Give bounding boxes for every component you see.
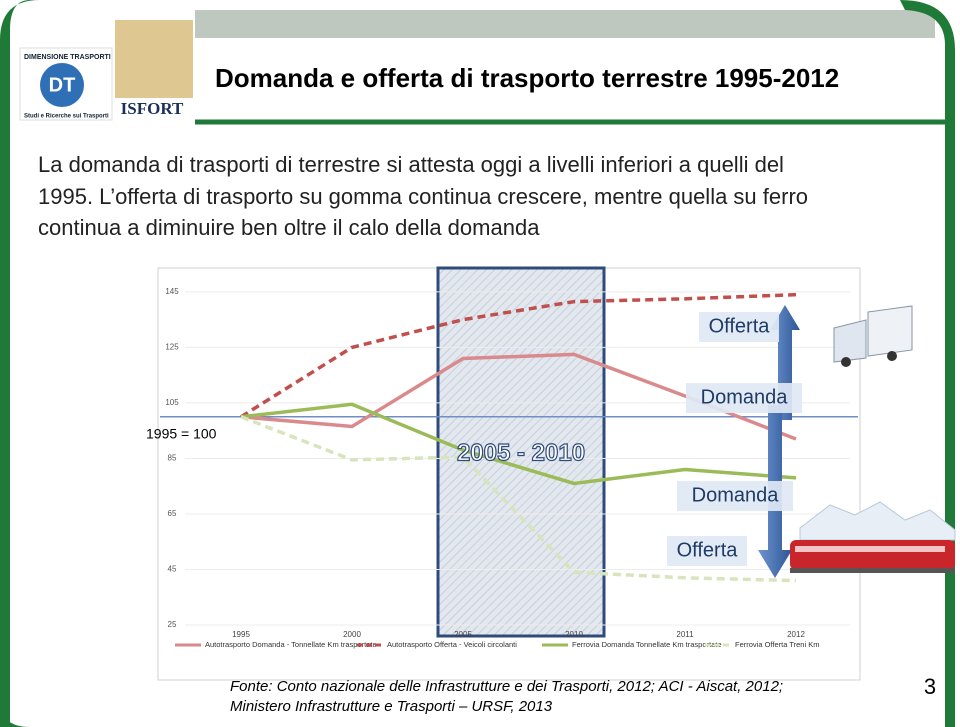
frame-right xyxy=(900,0,955,727)
annotation-box xyxy=(667,536,747,566)
logo-bottom: Studi e Ricerche sui Trasporti xyxy=(24,114,109,120)
frame-corner xyxy=(0,700,30,727)
x-tick-label: 1995 xyxy=(232,630,250,639)
annotation: Offerta xyxy=(709,315,771,337)
logo: DIMENSIONE TRASPORTI DT Studi e Ricerche… xyxy=(19,20,193,121)
y-tick-label: 145 xyxy=(165,287,179,296)
annotation-box xyxy=(677,481,793,511)
truck-icon xyxy=(833,305,913,367)
annotation-box xyxy=(686,383,802,413)
logo-disc xyxy=(40,63,84,107)
highlight-label: 2005 - 2010 xyxy=(457,439,585,466)
source: Ministero Infrastrutture e Trasporti – U… xyxy=(230,698,553,715)
train-body xyxy=(790,540,955,570)
legend-label: Autotrasporto Offerta - Veicoli circolan… xyxy=(387,640,517,649)
frame-left xyxy=(0,0,40,727)
arrow-up xyxy=(770,305,800,420)
baseline-label: 1995 = 100 xyxy=(146,426,217,442)
slide-title: Domanda e offerta di trasporto terrestre… xyxy=(215,63,839,93)
y-tick-label: 105 xyxy=(165,398,179,407)
logo-top: DIMENSIONE TRASPORTI xyxy=(24,54,111,61)
train-icon xyxy=(790,501,956,573)
body-line: 1995. L’offerta di trasporto su gomma co… xyxy=(38,184,808,209)
series-line xyxy=(240,292,797,419)
logo-emblem xyxy=(115,20,193,98)
y-tick-label: 125 xyxy=(165,343,179,352)
y-tick-label: 85 xyxy=(168,454,177,463)
y-tick-label: 25 xyxy=(168,620,177,629)
page-number: 3 xyxy=(924,674,936,699)
series-line xyxy=(240,402,797,486)
body-line: La domanda di trasporti di terrestre si … xyxy=(38,152,784,177)
annotation: Domanda xyxy=(701,386,789,408)
body-line: continua a diminuire ben oltre il calo d… xyxy=(38,215,540,240)
logo-brand: ISFORT xyxy=(121,99,184,118)
x-tick-label: 2005 xyxy=(454,630,472,639)
annotation: Domanda xyxy=(692,484,780,506)
source: Fonte: Conto nazionale delle Infrastrutt… xyxy=(230,678,783,695)
chart: 25 45 65 85 105 125 145 1995 2000 2005 2010 2011 201… xyxy=(146,266,858,649)
legend-label: Ferrovia Domanda Tonnellate Km trasporta… xyxy=(572,640,722,649)
x-tick-label: 2012 xyxy=(787,630,805,639)
header-strip xyxy=(195,10,935,38)
y-tick-label: 65 xyxy=(168,509,177,518)
logo-mark: DT xyxy=(49,74,76,96)
annotation-box xyxy=(699,312,779,342)
legend-label: Ferrovia Offerta Treni Km xyxy=(735,640,819,649)
legend-label: Autotrasporto Domanda - Tonnellate Km tr… xyxy=(205,640,377,649)
x-tick-label: 2011 xyxy=(676,630,694,639)
y-tick-label: 45 xyxy=(168,565,177,574)
x-tick-label: 2010 xyxy=(565,630,583,639)
x-tick-label: 2000 xyxy=(343,630,361,639)
annotation: Offerta xyxy=(677,539,739,561)
